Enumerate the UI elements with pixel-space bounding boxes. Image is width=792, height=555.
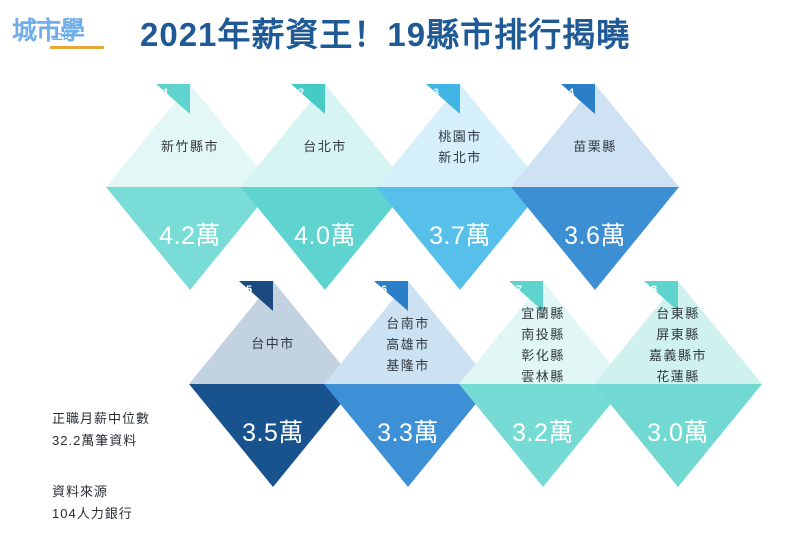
rank-badge-number: 5 xyxy=(246,284,253,296)
source-note-line-1: 資料來源 xyxy=(52,484,109,499)
region-name: 高雄市 xyxy=(386,337,430,352)
region-name: 新北市 xyxy=(438,150,482,165)
rank-badge-number: 6 xyxy=(381,284,388,296)
region-name: 台北市 xyxy=(303,139,347,154)
rank-badge-number: 3 xyxy=(433,87,440,99)
metric-note-line-2: 32.2萬筆資料 xyxy=(52,433,138,448)
diamond-region-names: 台南市 高雄市 基隆市 xyxy=(324,313,492,376)
rank-diamond: 1 新竹縣市 4.2萬 xyxy=(106,84,274,290)
diamond-region-names: 宜蘭縣南投縣彰化縣雲林縣 xyxy=(459,303,627,387)
metric-note-line-1: 正職月薪中位數 xyxy=(52,411,151,426)
region-name: 新竹縣市 xyxy=(160,139,219,154)
page-title: 2021年薪資王！19縣市排行揭曉 xyxy=(140,16,631,53)
region-name: 嘉義縣市 xyxy=(648,348,707,363)
region-name: 屏東縣 xyxy=(656,327,700,342)
region-name: 花蓮縣 xyxy=(656,369,700,384)
diamond-region-names: 台東縣屏東縣嘉義縣市花蓮縣 xyxy=(594,303,762,387)
rank-diamond: 5 台中市 3.5萬 xyxy=(189,281,357,487)
rank-diamond: 3 桃園市新北市 3.7萬 xyxy=(376,84,544,290)
region-name: 雲林縣 xyxy=(521,369,565,384)
diamond-salary-value: 3.5萬 xyxy=(242,419,304,447)
diamond-salary-value: 3.3萬 xyxy=(377,419,439,447)
diamond-region-names: 台中市 xyxy=(189,333,357,354)
diamond-region-names: 新竹縣市 xyxy=(106,136,274,157)
rank-diamond: 8 台東縣屏東縣嘉義縣市花蓮縣 3.0萬 xyxy=(594,281,762,487)
logo-underline-accent xyxy=(49,46,105,49)
header: 城市學 上的 2021年薪資王！19縣市排行揭曉 xyxy=(0,0,792,75)
rank-badge-number: 2 xyxy=(298,87,305,99)
diamond-salary-value: 4.2萬 xyxy=(159,222,221,250)
diamond-salary-value: 3.2萬 xyxy=(512,419,574,447)
rank-badge-number: 1 xyxy=(163,87,170,99)
region-name: 台南市 xyxy=(386,316,430,331)
brand-logo[interactable]: 城市學 上的 xyxy=(12,17,108,53)
diamond-salary-value: 4.0萬 xyxy=(294,222,356,250)
region-name: 宜蘭縣 xyxy=(521,306,565,321)
rank-badge-number: 7 xyxy=(516,284,523,296)
region-name: 彰化縣 xyxy=(521,348,565,363)
region-name: 台中市 xyxy=(251,336,295,351)
rank-badge-number: 8 xyxy=(651,284,658,296)
diamond-salary-value: 3.7萬 xyxy=(429,222,491,250)
rank-diamond: 2 台北市 4.0萬 xyxy=(241,84,409,290)
logo-main-text: 城市學 xyxy=(12,17,85,45)
diamond-region-names: 苗栗縣 xyxy=(511,136,679,157)
source-note-line-2: 104人力銀行 xyxy=(52,506,133,521)
diamond-salary-value: 3.6萬 xyxy=(564,222,626,250)
metric-note: 正職月薪中位數 32.2萬筆資料 xyxy=(52,408,150,452)
rank-badge-number: 4 xyxy=(568,87,575,99)
diamond-salary-value: 3.0萬 xyxy=(647,419,709,447)
rank-diamond: 4 苗栗縣 3.6萬 xyxy=(511,84,679,290)
rank-diamond: 7 宜蘭縣南投縣彰化縣雲林縣 3.2萬 xyxy=(459,281,627,487)
rank-diamond: 6 台南市高雄市基隆市 3.3萬 xyxy=(324,281,492,487)
region-name: 苗栗縣 xyxy=(573,139,617,154)
source-note: 資料來源 104人力銀行 xyxy=(52,481,133,525)
region-name: 基隆市 xyxy=(386,358,430,373)
region-name: 南投縣 xyxy=(521,327,565,342)
diamond-region-names: 台北市 xyxy=(241,136,409,157)
region-name: 台東縣 xyxy=(656,306,700,321)
diamond-region-names: 桃園市 新北市 xyxy=(376,126,544,168)
region-name: 桃園市 xyxy=(438,129,482,144)
logo-sub-text: 上的 xyxy=(52,30,74,42)
